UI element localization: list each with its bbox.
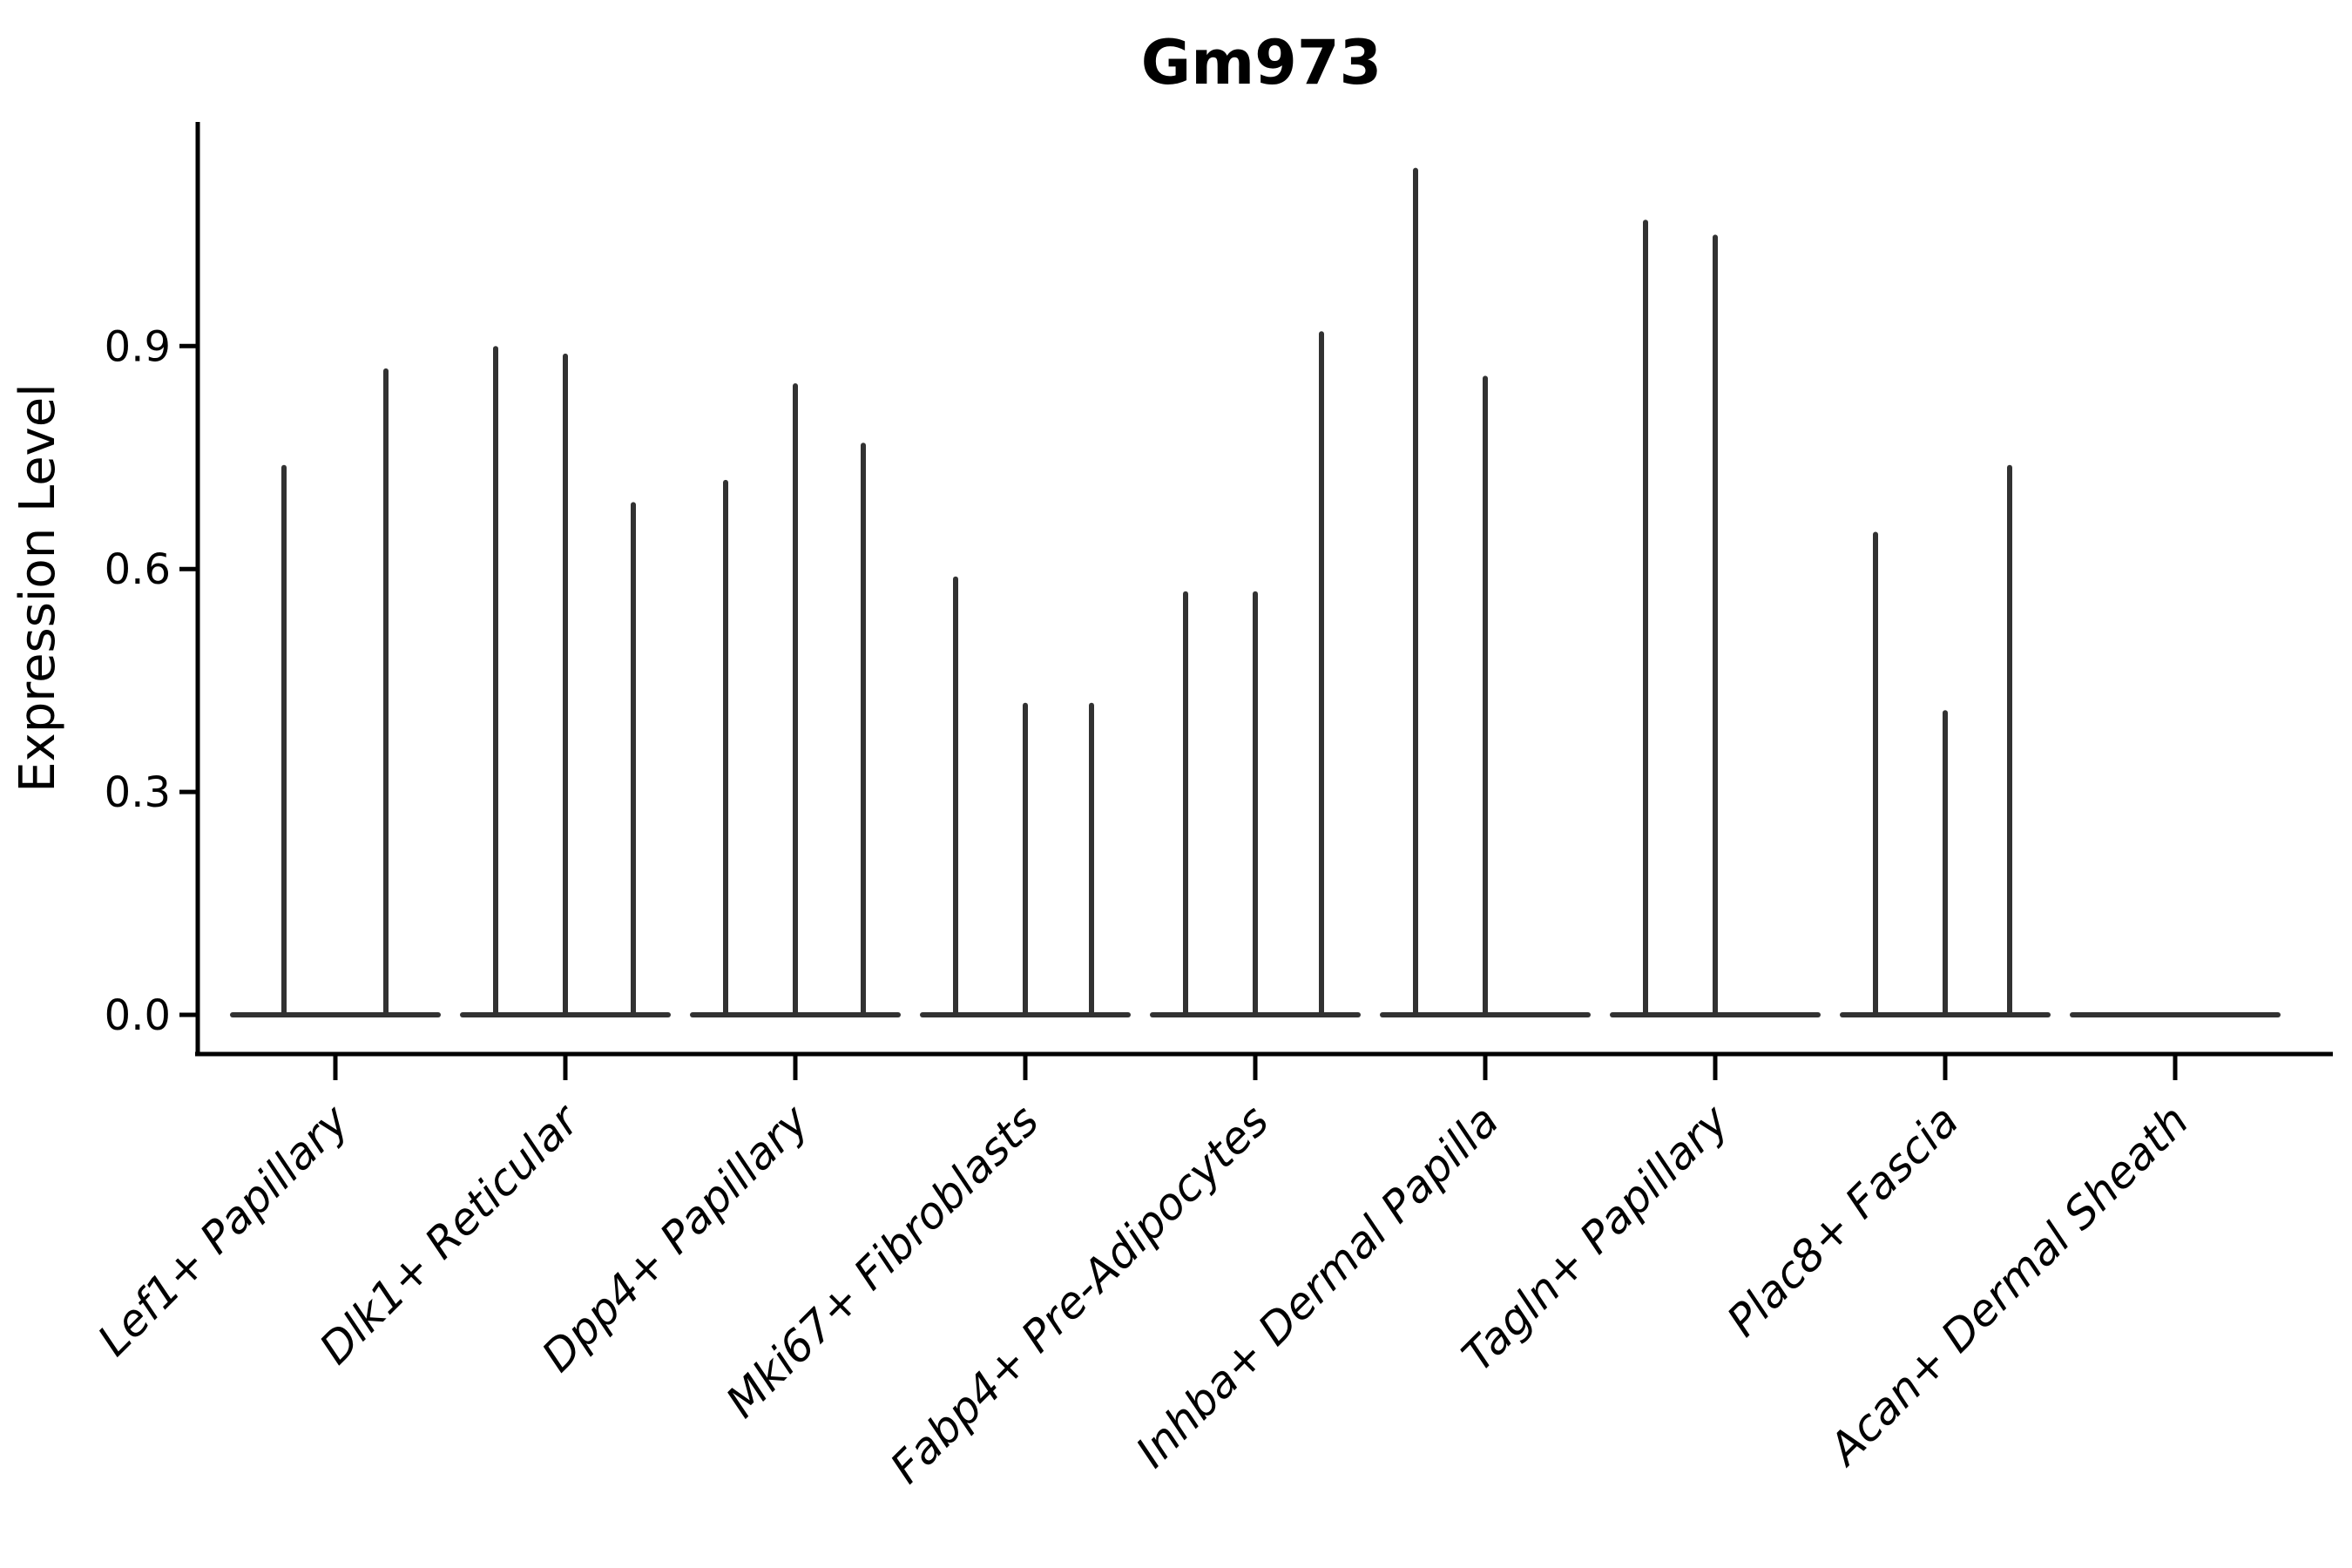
x-tick-label: Fabp4+ Pre-Adipocytes — [881, 1095, 1279, 1493]
y-axis-ticks: 0.0 0.3 0.6 0.9 — [105, 322, 196, 1040]
violin-group — [690, 382, 901, 1017]
violin-spike — [1483, 375, 1488, 1017]
violin-group — [1380, 167, 1591, 1017]
violin-group — [230, 368, 441, 1017]
violin-spike — [631, 502, 636, 1017]
violin-spike — [493, 346, 498, 1017]
violin-spike — [1319, 331, 1324, 1017]
violin-spike — [793, 382, 798, 1017]
y-tick-label: 0.3 — [105, 768, 171, 817]
violin-spike — [1643, 220, 1648, 1017]
y-tick-label: 0.9 — [105, 322, 171, 371]
x-tick-label: Inhba+ Dermal Papilla — [1126, 1095, 1508, 1477]
violin-spike — [1253, 591, 1258, 1017]
violin-spike — [1183, 591, 1188, 1017]
violin-spike — [1023, 702, 1028, 1017]
violin-body — [230, 1012, 441, 1017]
violin-group — [1610, 220, 1821, 1017]
violin-body — [2070, 1012, 2281, 1017]
x-axis-ticks — [333, 1056, 2178, 1080]
violin-group — [460, 346, 671, 1017]
violin-group — [920, 576, 1131, 1017]
violin-spike — [1413, 167, 1418, 1017]
y-tick-label: 0.0 — [105, 991, 171, 1040]
chart-title: Gm973 — [1141, 27, 1382, 98]
violin-spike — [861, 443, 866, 1017]
violins — [230, 167, 2281, 1017]
violin-spike — [563, 353, 568, 1017]
violin-spike — [383, 368, 389, 1017]
violin-spike — [1943, 710, 1948, 1017]
violin-spike — [723, 479, 728, 1017]
violin-group — [1150, 331, 1361, 1017]
y-tick-label: 0.6 — [105, 545, 171, 594]
violin-group — [2070, 1012, 2281, 1017]
violin-spike — [1873, 531, 1878, 1017]
violin-spike — [1713, 234, 1718, 1017]
x-tick-label: Lef1+ Papillary — [88, 1094, 359, 1365]
violin-spike — [2007, 464, 2012, 1017]
y-axis-label: Expression Level — [10, 383, 66, 793]
violin-spike — [281, 464, 287, 1017]
violin-spike — [1089, 702, 1094, 1017]
axes-spines — [195, 122, 2333, 1057]
violin-spike — [953, 576, 958, 1017]
violin-group — [1840, 464, 2051, 1017]
x-tick-label: Plac8+ Fascia — [1718, 1095, 1969, 1346]
